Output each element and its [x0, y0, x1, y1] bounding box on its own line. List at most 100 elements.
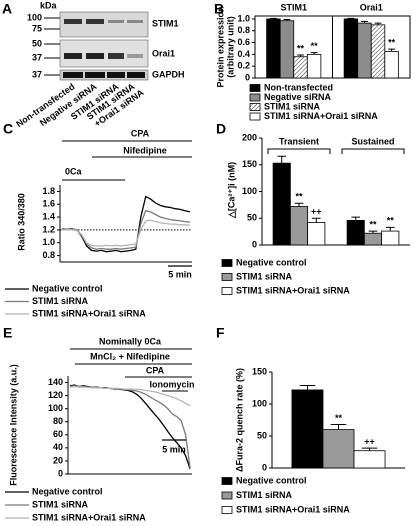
y-axis-label: Fluorescence Intensity (a.u.)	[8, 364, 18, 486]
legend-label: STIM1 siRNA+Orai1 siRNA	[264, 111, 378, 121]
y-tick-label: 40	[53, 442, 63, 452]
error-bar	[270, 17, 277, 19]
annotation: MnCl₂ + Nifedipine	[90, 351, 170, 361]
error-bar	[299, 384, 316, 390]
annotation: Nominally 0Ca	[99, 336, 162, 346]
y-axis-label: ΔFura-2 quench rate (%)	[234, 368, 244, 472]
significance: ++	[364, 437, 375, 447]
legend-swatch	[221, 273, 233, 281]
bar	[291, 389, 324, 469]
y-tick-label: 0	[262, 462, 267, 472]
y-tick-label: 1.0	[42, 237, 55, 247]
group-label: Transient	[279, 136, 319, 146]
error-bar	[361, 20, 368, 24]
y-tick-label: 140	[48, 377, 63, 387]
y-tick-label: 100	[242, 186, 257, 196]
legend-swatch	[249, 84, 261, 92]
marker: 37	[32, 52, 42, 62]
significance: ++	[311, 207, 322, 217]
legend-label: STIM1 siRNA	[236, 271, 293, 281]
error-bar	[385, 226, 395, 232]
legend-label: STIM1 siRNA+Orai1 siRNA	[32, 512, 146, 522]
marker: 37	[32, 69, 42, 79]
bar	[370, 24, 386, 79]
error-bar	[277, 155, 287, 164]
y-tick-label: 80	[53, 416, 63, 426]
bar	[306, 53, 322, 79]
y-tick-label: 0.6	[237, 37, 250, 47]
bar	[353, 450, 386, 469]
annotation: 0Ca	[65, 166, 83, 176]
group-bracket	[267, 148, 331, 154]
marker: 75	[32, 23, 42, 33]
legend-label: Negative control	[32, 283, 103, 293]
y-tick-label: 50	[257, 430, 267, 440]
significance: **	[297, 43, 305, 53]
significance: **	[388, 37, 396, 47]
y-tick-label: 0	[58, 468, 63, 478]
panel-label: C	[3, 121, 13, 137]
y-axis-label: Protein expression	[215, 6, 225, 87]
legend-label: STIM1 siRNA	[32, 499, 89, 509]
error-bar	[283, 19, 291, 21]
trace	[69, 385, 191, 468]
legend-swatch	[221, 506, 233, 514]
bar	[279, 20, 295, 79]
y-tick-label: 200	[242, 132, 257, 142]
group-label: Orai1	[360, 2, 383, 12]
legend-label: Negative siRNA	[264, 92, 332, 102]
legend-swatch	[221, 491, 233, 500]
legend-label: Negative control	[236, 257, 307, 267]
bar	[384, 51, 399, 79]
legend-label: STIM1 siRNA	[264, 101, 321, 111]
error-bar	[297, 54, 304, 57]
y-tick-label: 0.4	[237, 49, 250, 59]
significance: **	[387, 216, 395, 226]
bar	[293, 56, 308, 79]
y-axis-label: Ratio 340/380	[16, 193, 26, 251]
unit: kDa	[40, 0, 58, 10]
significance: **	[369, 219, 377, 229]
scale-bar-label: 5 min	[162, 444, 186, 454]
legend-label: Negative control	[236, 475, 307, 485]
error-bar	[374, 22, 382, 25]
significance: **	[295, 192, 303, 202]
group-label: STIM1	[280, 2, 307, 12]
trace	[62, 219, 191, 247]
band-label: Orai1	[152, 48, 175, 58]
y-tick-label: 0.8	[237, 25, 250, 35]
y-axis-label: △[Ca²⁺]i (nM)	[226, 162, 236, 219]
bar	[363, 232, 383, 246]
legend-swatch	[249, 103, 261, 111]
y-tick-label: 0.8	[42, 250, 55, 260]
panel-label: E	[3, 325, 12, 341]
legend-swatch	[249, 93, 261, 102]
legend-label: STIM1 siRNA+Orai1 siRNA	[32, 308, 146, 318]
band-label: STIM1	[152, 18, 179, 28]
panel-label: B	[214, 1, 224, 17]
y-tick-label: 1.6	[42, 199, 55, 209]
error-bar	[330, 423, 347, 430]
y-tick-label: 120	[48, 390, 63, 400]
y-tick-label: 1.2	[42, 224, 55, 234]
annotation: CPA	[131, 128, 150, 138]
y-tick-label: 1.4	[42, 211, 55, 221]
annotation: Nifedipine	[123, 145, 167, 155]
error-bar	[368, 230, 378, 234]
bar	[266, 18, 281, 79]
error-bar	[361, 447, 378, 451]
y-tick-label: 0	[245, 72, 250, 82]
y-tick-label: 100	[48, 403, 63, 413]
legend-label: STIM1 siRNA	[32, 296, 89, 306]
y-tick-label: 1.8	[42, 186, 55, 196]
error-bar	[311, 217, 321, 223]
error-bar	[388, 48, 395, 52]
y-axis-label: (arbitrary unit)	[225, 16, 235, 78]
y-tick-label: 50	[247, 213, 257, 223]
panel-label: A	[2, 1, 12, 17]
significance: **	[335, 413, 343, 423]
band-label: GAPDH	[152, 69, 185, 79]
legend-label: Non-transfected	[264, 82, 333, 92]
panel-label: D	[216, 121, 226, 137]
